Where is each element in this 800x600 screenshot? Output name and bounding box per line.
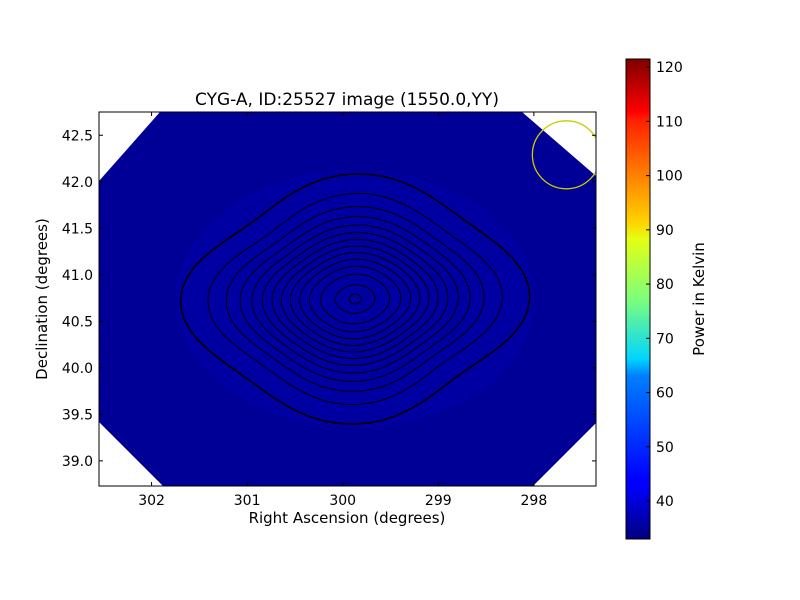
colorbar-tick-label: 80 — [656, 277, 674, 293]
x-tick-label: 298 — [521, 493, 548, 509]
contour-line — [225, 205, 485, 393]
y-tick-label: 41.0 — [62, 268, 93, 284]
colorbar-ticks: 40 50 60 70 80 90 100 110 120 — [646, 60, 683, 510]
colorbar-tick-label: 50 — [656, 440, 674, 456]
colorbar-tick-label: 70 — [656, 331, 674, 347]
y-tick-label: 41.5 — [62, 221, 93, 237]
contour-line — [319, 273, 391, 325]
plot-area — [98, 111, 597, 487]
plot-frame — [98, 111, 597, 487]
colorbar-tick-label: 90 — [656, 223, 674, 239]
contour-line — [207, 192, 504, 406]
x-tick-label: 299 — [425, 493, 452, 509]
colorbar-tick-label: 60 — [656, 386, 674, 402]
contour-lines — [179, 172, 531, 426]
x-axis-label: Right Ascension (degrees) — [249, 509, 446, 527]
contour-line — [299, 258, 412, 340]
y-tick-label: 42.5 — [62, 128, 93, 144]
contour-line — [239, 215, 471, 383]
y-axis-label: Declination (degrees) — [33, 218, 51, 380]
contour-line — [280, 245, 430, 353]
peak-contour — [348, 293, 362, 305]
heat-band — [175, 170, 535, 428]
y-tick-label: 42.0 — [62, 175, 93, 191]
contour-line — [271, 238, 439, 360]
contour-line — [251, 224, 459, 374]
x-tick-label: 302 — [138, 493, 165, 509]
y-tick-label: 40.0 — [62, 361, 93, 377]
beam-circle — [531, 120, 596, 190]
contour-line — [289, 252, 421, 346]
colorbar-tick-label: 110 — [656, 114, 683, 130]
y-tick-label: 39.5 — [62, 407, 93, 423]
chart-title: CYG-A, ID:25527 image (1550.0,YY) — [195, 90, 499, 110]
colorbar-tick-label: 40 — [656, 494, 674, 510]
x-tick-label: 301 — [234, 493, 261, 509]
contour-line — [261, 231, 449, 367]
colorbar: 40 50 60 70 80 90 100 110 120 Power in Kelvin — [625, 58, 708, 540]
y-tick-label: 39.0 — [62, 454, 93, 470]
x-axis: 302 301 300 299 298 — [138, 112, 547, 509]
y-tick-label: 40.5 — [62, 314, 93, 330]
contour-line — [334, 284, 376, 314]
colorbar-gradient — [625, 58, 651, 540]
contour-line — [309, 265, 402, 333]
y-axis: 39.0 39.5 40.0 40.5 41.0 41.5 42.0 42.5 — [62, 128, 596, 470]
colorbar-tick-label: 120 — [656, 60, 683, 76]
colorbar-tick-label: 100 — [656, 169, 683, 185]
contour-line — [179, 172, 531, 426]
heat-bands — [175, 170, 535, 428]
x-tick-label: 300 — [329, 493, 356, 509]
colorbar-label: Power in Kelvin — [690, 242, 708, 356]
